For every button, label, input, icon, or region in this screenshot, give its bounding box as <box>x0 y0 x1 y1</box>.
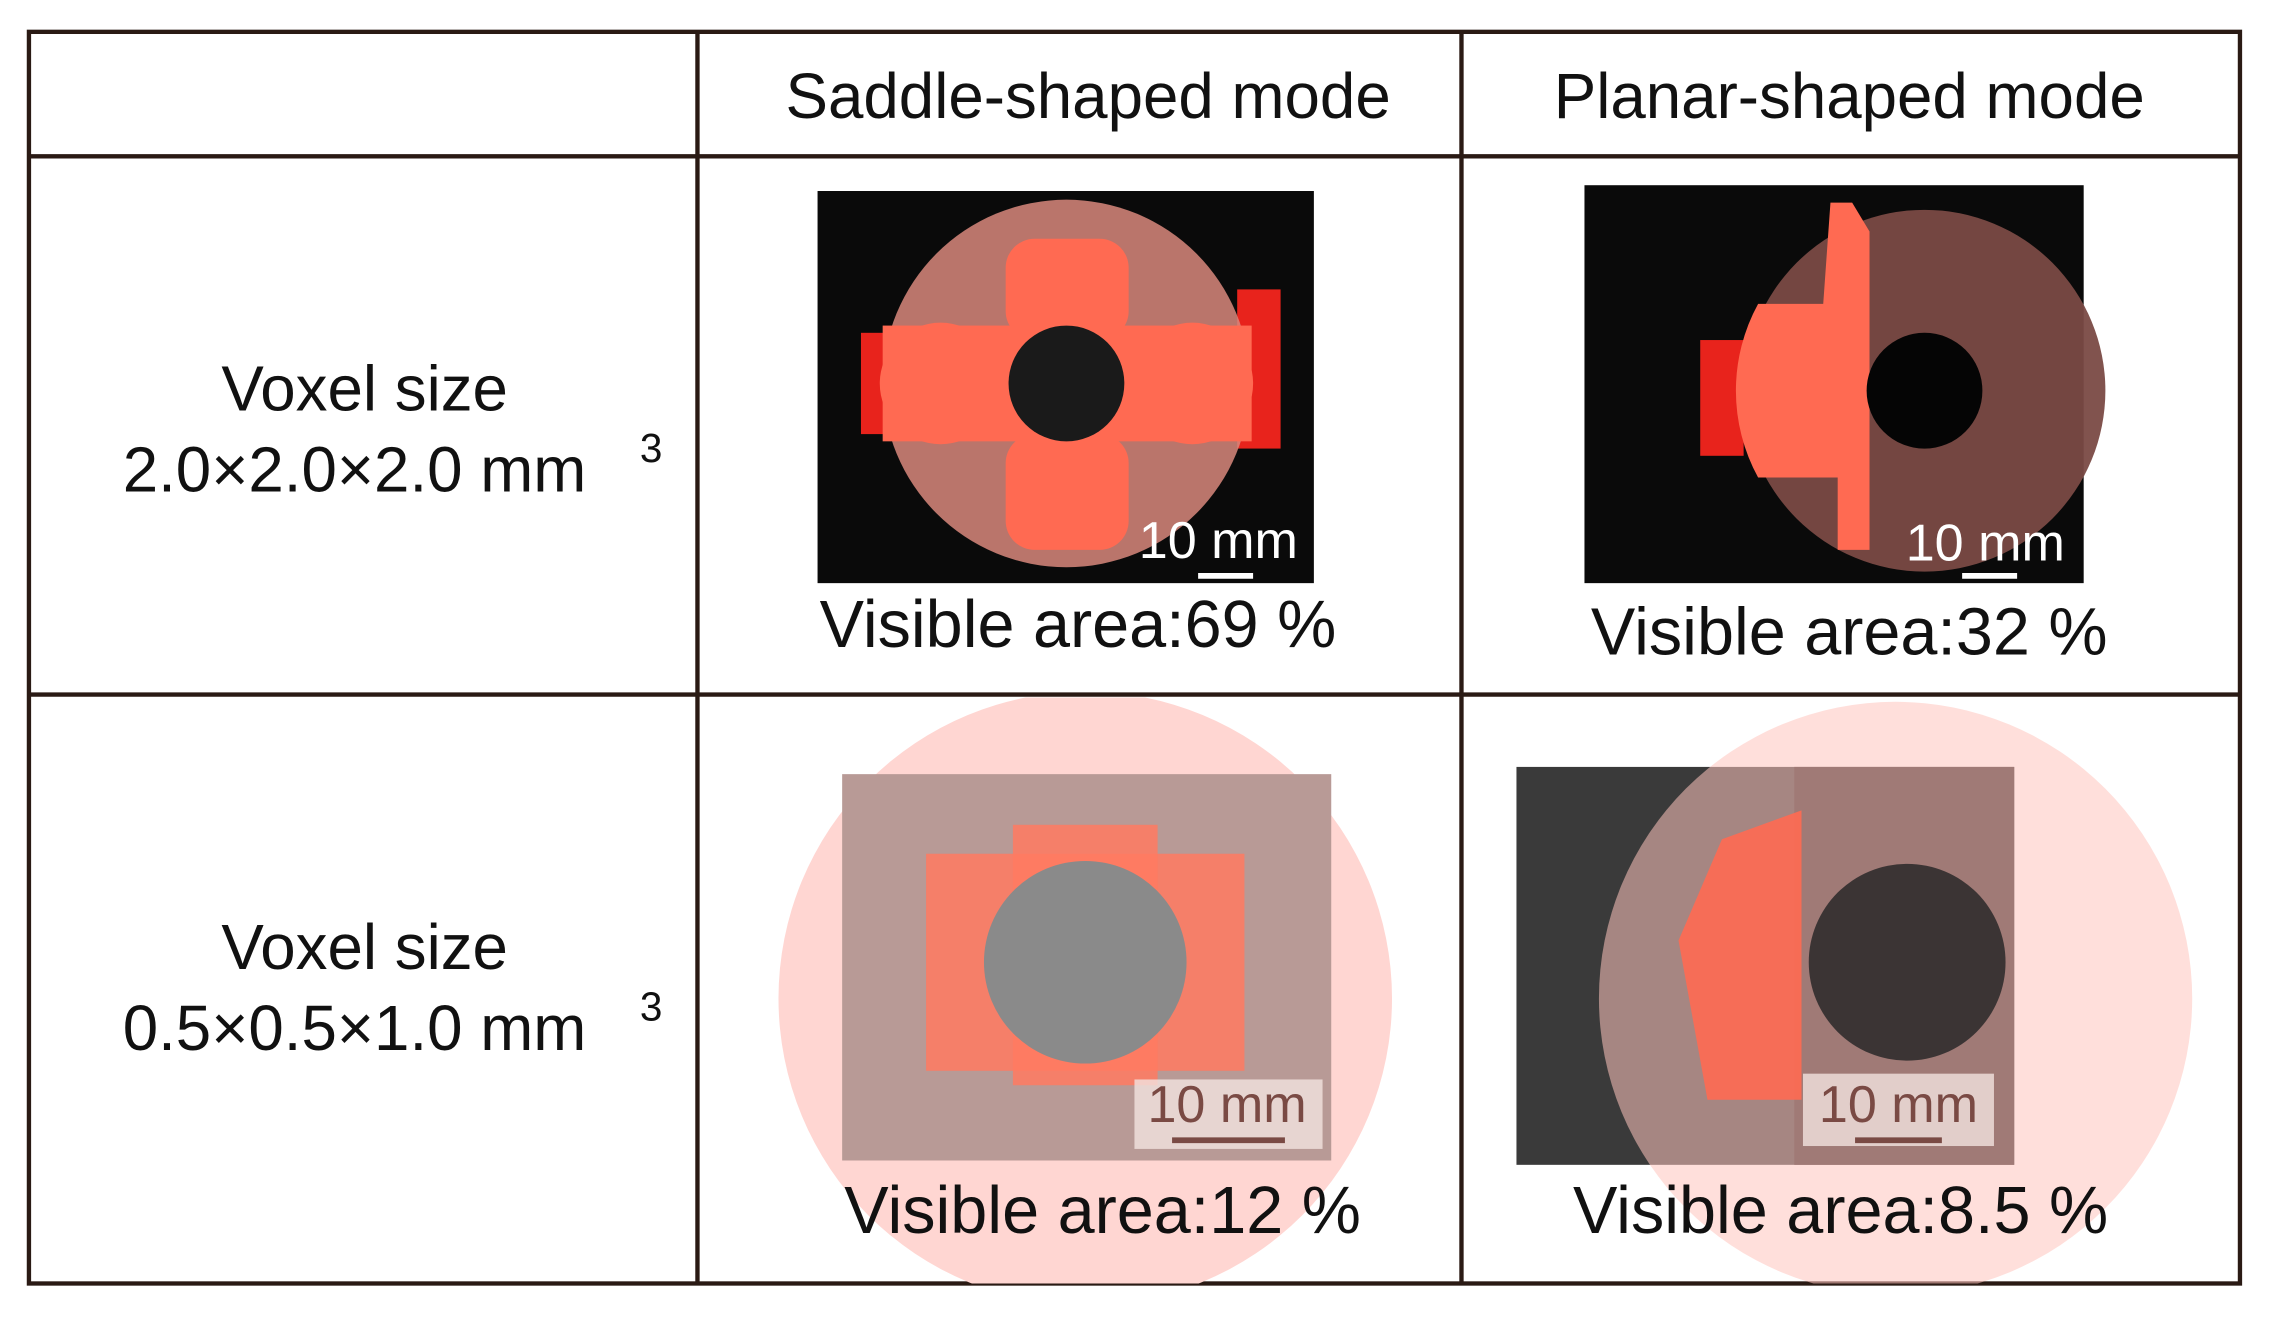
caption: Visible area:12 % <box>844 1174 1361 1248</box>
caption: Visible area:8.5 % <box>1573 1174 2108 1248</box>
caption: Visible area:32 % <box>1591 595 2108 669</box>
image <box>778 697 1392 1284</box>
superscript: 3 <box>640 425 663 471</box>
scale-bar-label: 10 mm <box>1147 1076 1306 1134</box>
row-label: 2.0×2.0×2.0 mm <box>123 434 587 505</box>
image <box>1516 701 2193 1284</box>
scale-bar-label: 10 mm <box>1906 515 2065 573</box>
superscript: 3 <box>640 984 663 1030</box>
column-header: Planar-shaped mode <box>1554 61 2145 132</box>
image <box>1584 185 2106 584</box>
scale-bar-label: 10 mm <box>1819 1076 1978 1134</box>
image <box>817 191 1314 584</box>
row-label: 0.5×0.5×1.0 mm <box>123 993 587 1064</box>
row-label: Voxel size <box>221 912 508 983</box>
scale-bar-label: 10 mm <box>1139 512 1298 570</box>
column-header: Saddle-shaped mode <box>786 61 1391 132</box>
row-label: Voxel size <box>221 353 508 424</box>
caption: Visible area:69 % <box>820 588 1337 662</box>
